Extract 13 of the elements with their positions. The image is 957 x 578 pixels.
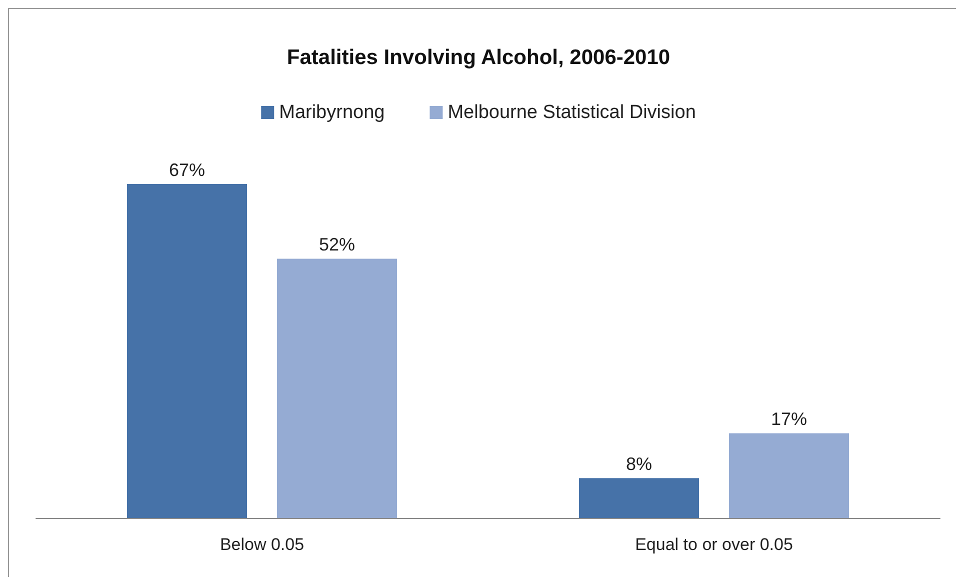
data-label: 67% [168,160,206,180]
bar [277,258,397,518]
chart-title: Fatalities Involving Alcohol, 2006-2010 [286,46,670,69]
legend-label: Melbourne Statistical Division [448,102,696,123]
bar [729,433,849,518]
x-tick-label: Below 0.05 [220,535,304,554]
data-label: 17% [770,409,808,430]
data-label: 52% [318,234,356,255]
bar [579,478,699,518]
x-tick-label: Equal to or over 0.05 [635,535,793,554]
data-label: 8% [626,454,652,474]
bar [127,184,247,518]
legend-label: Maribyrnong [279,102,385,123]
